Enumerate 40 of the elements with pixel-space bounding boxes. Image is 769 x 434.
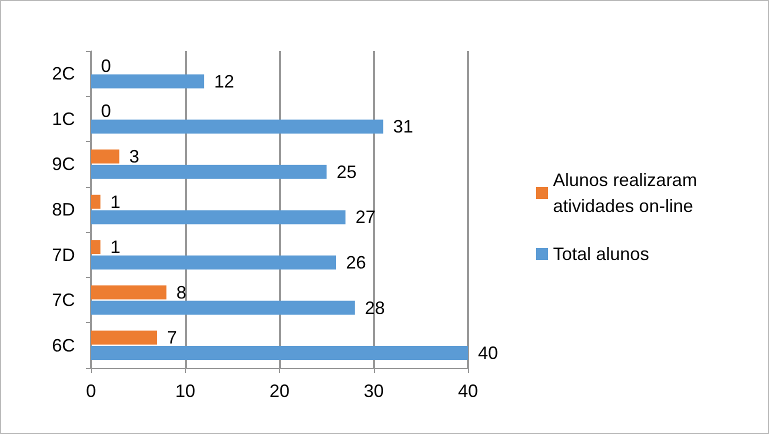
- bar: [91, 285, 166, 300]
- data-label: 0: [101, 101, 112, 122]
- data-label: 28: [364, 298, 385, 318]
- bar: [91, 150, 120, 164]
- bar: [91, 255, 336, 270]
- y-tick-label: 8D: [52, 200, 75, 220]
- x-tick-label: 40: [458, 381, 478, 401]
- bar: [91, 210, 346, 224]
- y-tick-label: 7C: [52, 290, 75, 310]
- data-label: 0: [101, 56, 112, 76]
- bar: [91, 330, 157, 345]
- y-tick-label: 9C: [52, 154, 75, 174]
- data-label: 3: [129, 146, 140, 167]
- y-tick-label: 6C: [52, 335, 75, 356]
- bar: [91, 120, 384, 134]
- legend-label: Alunos realizaram atividades on-line: [553, 170, 702, 216]
- data-label: 1: [110, 192, 120, 212]
- bar: [91, 300, 355, 315]
- data-label: 7: [166, 328, 177, 348]
- y-tick-label: 7D: [52, 244, 75, 265]
- legend-label: Total alunos: [553, 244, 650, 264]
- x-tick-label: 30: [364, 381, 384, 401]
- y-tick-label: 1C: [52, 108, 75, 129]
- bar: [91, 74, 204, 88]
- data-label: 40: [478, 343, 498, 364]
- bar: [91, 164, 327, 179]
- bar: [91, 240, 100, 254]
- bar: [91, 194, 100, 209]
- data-label: 31: [393, 116, 414, 137]
- bar: [91, 346, 468, 360]
- x-tick-label: 20: [269, 381, 290, 401]
- data-label: 12: [214, 71, 234, 92]
- x-tick-label: 10: [175, 381, 196, 401]
- data-label: 1: [110, 237, 120, 258]
- data-label: 26: [346, 252, 366, 272]
- y-tick-label: 2C: [52, 64, 75, 84]
- data-label: 25: [336, 162, 357, 182]
- data-label: 8: [176, 282, 186, 302]
- x-tick-label: 0: [86, 381, 96, 401]
- data-label: 27: [355, 207, 376, 228]
